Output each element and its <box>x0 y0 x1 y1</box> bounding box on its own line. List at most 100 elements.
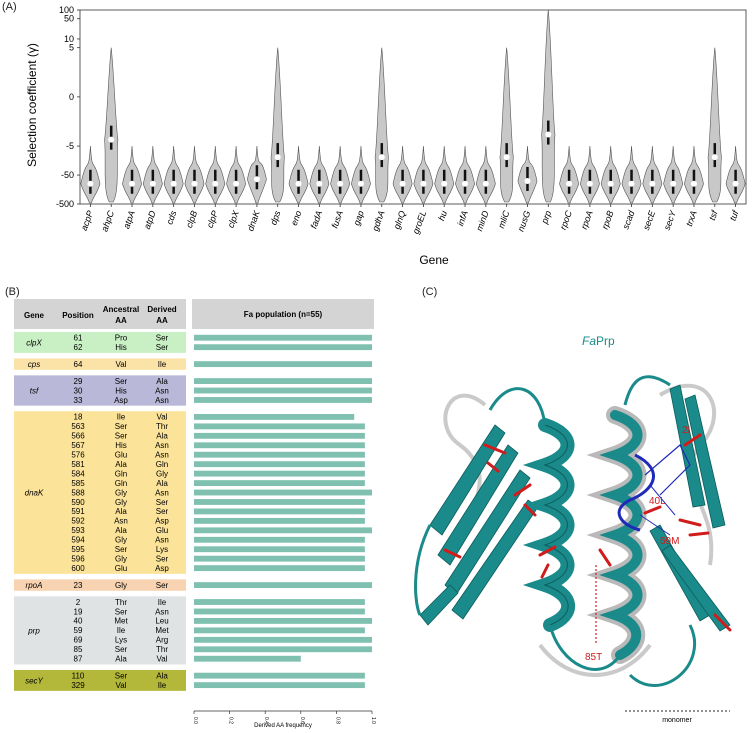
cell-position: 62 <box>74 343 83 352</box>
cell-ancestral: Asp <box>114 396 128 405</box>
cell-position: 69 <box>74 636 83 645</box>
cell-position: 563 <box>71 422 85 431</box>
cell-derived: Asp <box>155 517 169 526</box>
bar-dnaK-566 <box>194 432 365 439</box>
x-tick-eno: eno <box>289 209 304 227</box>
x-tick-ahpC: ahpC <box>99 209 116 233</box>
median-eno <box>295 180 302 187</box>
median-fusA <box>337 180 344 187</box>
median-ahpC <box>108 136 115 143</box>
gene-label-dnaK: dnaK <box>25 489 44 498</box>
x-tick-clpB: clpB <box>184 209 199 229</box>
bar-dnaK-581 <box>194 461 365 468</box>
cell-derived: Asn <box>155 396 169 405</box>
structure-title-rest: Prp <box>596 334 615 348</box>
bar-x-tick-label: 0.8 <box>334 717 340 724</box>
group-bg-clpX <box>14 332 186 353</box>
violin-dps <box>270 47 285 203</box>
cell-derived: Asn <box>155 488 169 497</box>
cell-position: 19 <box>74 607 83 616</box>
panel-a: (A) Selection coefficient (γ) Gene 100 50… <box>0 0 756 285</box>
median-rpoC <box>566 180 573 187</box>
cell-position: 87 <box>74 655 83 664</box>
cell-ancestral: Ala <box>115 655 127 664</box>
cell-ancestral: Ser <box>115 432 128 441</box>
x-tick-dps: dps <box>268 209 283 227</box>
cell-derived: Lys <box>156 545 168 554</box>
x-tick-tuf: tuf <box>728 208 741 222</box>
x-tick-groEL: groEL <box>411 209 429 235</box>
cell-derived: Asn <box>155 536 169 545</box>
cell-derived: Asn <box>155 441 169 450</box>
cell-position: 40 <box>74 617 83 626</box>
cell-ancestral: Ser <box>115 377 128 386</box>
cell-position: 566 <box>71 432 85 441</box>
structure-title: FaPrp <box>582 334 615 348</box>
cell-ancestral: Met <box>114 617 128 626</box>
mutation-table: Gene Position Ancestral AA Derived AA Fa… <box>14 299 376 729</box>
cell-position: 585 <box>71 479 85 488</box>
cell-derived: Asp <box>155 564 169 573</box>
group-bg-dnaK <box>14 411 186 574</box>
x-axis-label: Gene <box>419 253 449 267</box>
group-bg-prp <box>14 596 186 665</box>
cell-position: 85 <box>74 645 83 654</box>
gene-label-tsf: tsf <box>30 387 39 396</box>
header-position: Position <box>62 311 94 320</box>
median-dps <box>274 154 281 161</box>
cell-derived: Ile <box>158 681 167 690</box>
cell-ancestral: Ala <box>115 507 127 516</box>
bar-dnaK-18 <box>194 414 355 420</box>
gene-label-secY: secY <box>25 676 43 685</box>
bar-prp-85 <box>194 646 372 653</box>
violin-plot: Selection coefficient (γ) Gene 100501050… <box>25 5 747 267</box>
label-2I: 2I <box>682 425 690 436</box>
median-clpX <box>233 180 240 187</box>
header-derived-aa: AA <box>156 316 168 325</box>
cell-ancestral: Ile <box>117 413 126 422</box>
bar-dnaK-590 <box>194 499 365 505</box>
median-clpB <box>191 180 198 187</box>
median-mliC <box>503 154 510 161</box>
cell-ancestral: His <box>115 386 127 395</box>
cell-ancestral: Glu <box>115 564 127 573</box>
cell-ancestral: Gly <box>115 581 127 590</box>
cell-derived: Met <box>155 626 169 635</box>
header-gene: Gene <box>24 311 45 320</box>
violin-tsf <box>707 47 722 203</box>
cell-position: 576 <box>71 451 85 460</box>
cell-derived: Ser <box>156 498 169 507</box>
bar-dnaK-594 <box>194 536 365 543</box>
cell-position: 18 <box>74 413 83 422</box>
cell-derived: Ser <box>156 334 169 343</box>
cell-position: 581 <box>71 460 85 469</box>
label-85T: 85T <box>585 652 602 663</box>
cell-derived: Ile <box>158 598 167 607</box>
bar-clpX-61 <box>194 334 372 341</box>
group-bg-secY <box>14 669 186 691</box>
cell-ancestral: Ser <box>115 671 128 680</box>
cell-position: 594 <box>71 536 85 545</box>
x-tick-rpoA: rpoA <box>579 209 595 230</box>
panel-b: (B) Gene Position Ancestral AA Derived A… <box>0 285 390 733</box>
x-tick-atpD: atpD <box>142 209 158 231</box>
x-tick-minD: minD <box>474 209 491 233</box>
cell-ancestral: Gly <box>115 536 127 545</box>
right-beta-sheet <box>649 384 731 632</box>
cell-derived: Gln <box>156 460 168 469</box>
cell-ancestral: Ser <box>115 545 128 554</box>
cell-position: 567 <box>71 441 85 450</box>
blue-region <box>617 444 691 536</box>
median-groEL <box>420 180 427 187</box>
bar-x-axis-label: Derived AA frequency <box>254 723 312 729</box>
x-tick-trxA: trxA <box>684 209 699 227</box>
table-header-bg <box>14 299 186 329</box>
cell-position: 588 <box>71 488 85 497</box>
left-beta-sheet <box>419 424 539 626</box>
cell-position: 590 <box>71 498 85 507</box>
cell-position: 591 <box>71 507 85 516</box>
bar-dnaK-588 <box>194 489 372 496</box>
median-dnaK <box>253 176 260 183</box>
label-59M: 59M <box>660 536 679 547</box>
cell-ancestral: His <box>115 343 127 352</box>
